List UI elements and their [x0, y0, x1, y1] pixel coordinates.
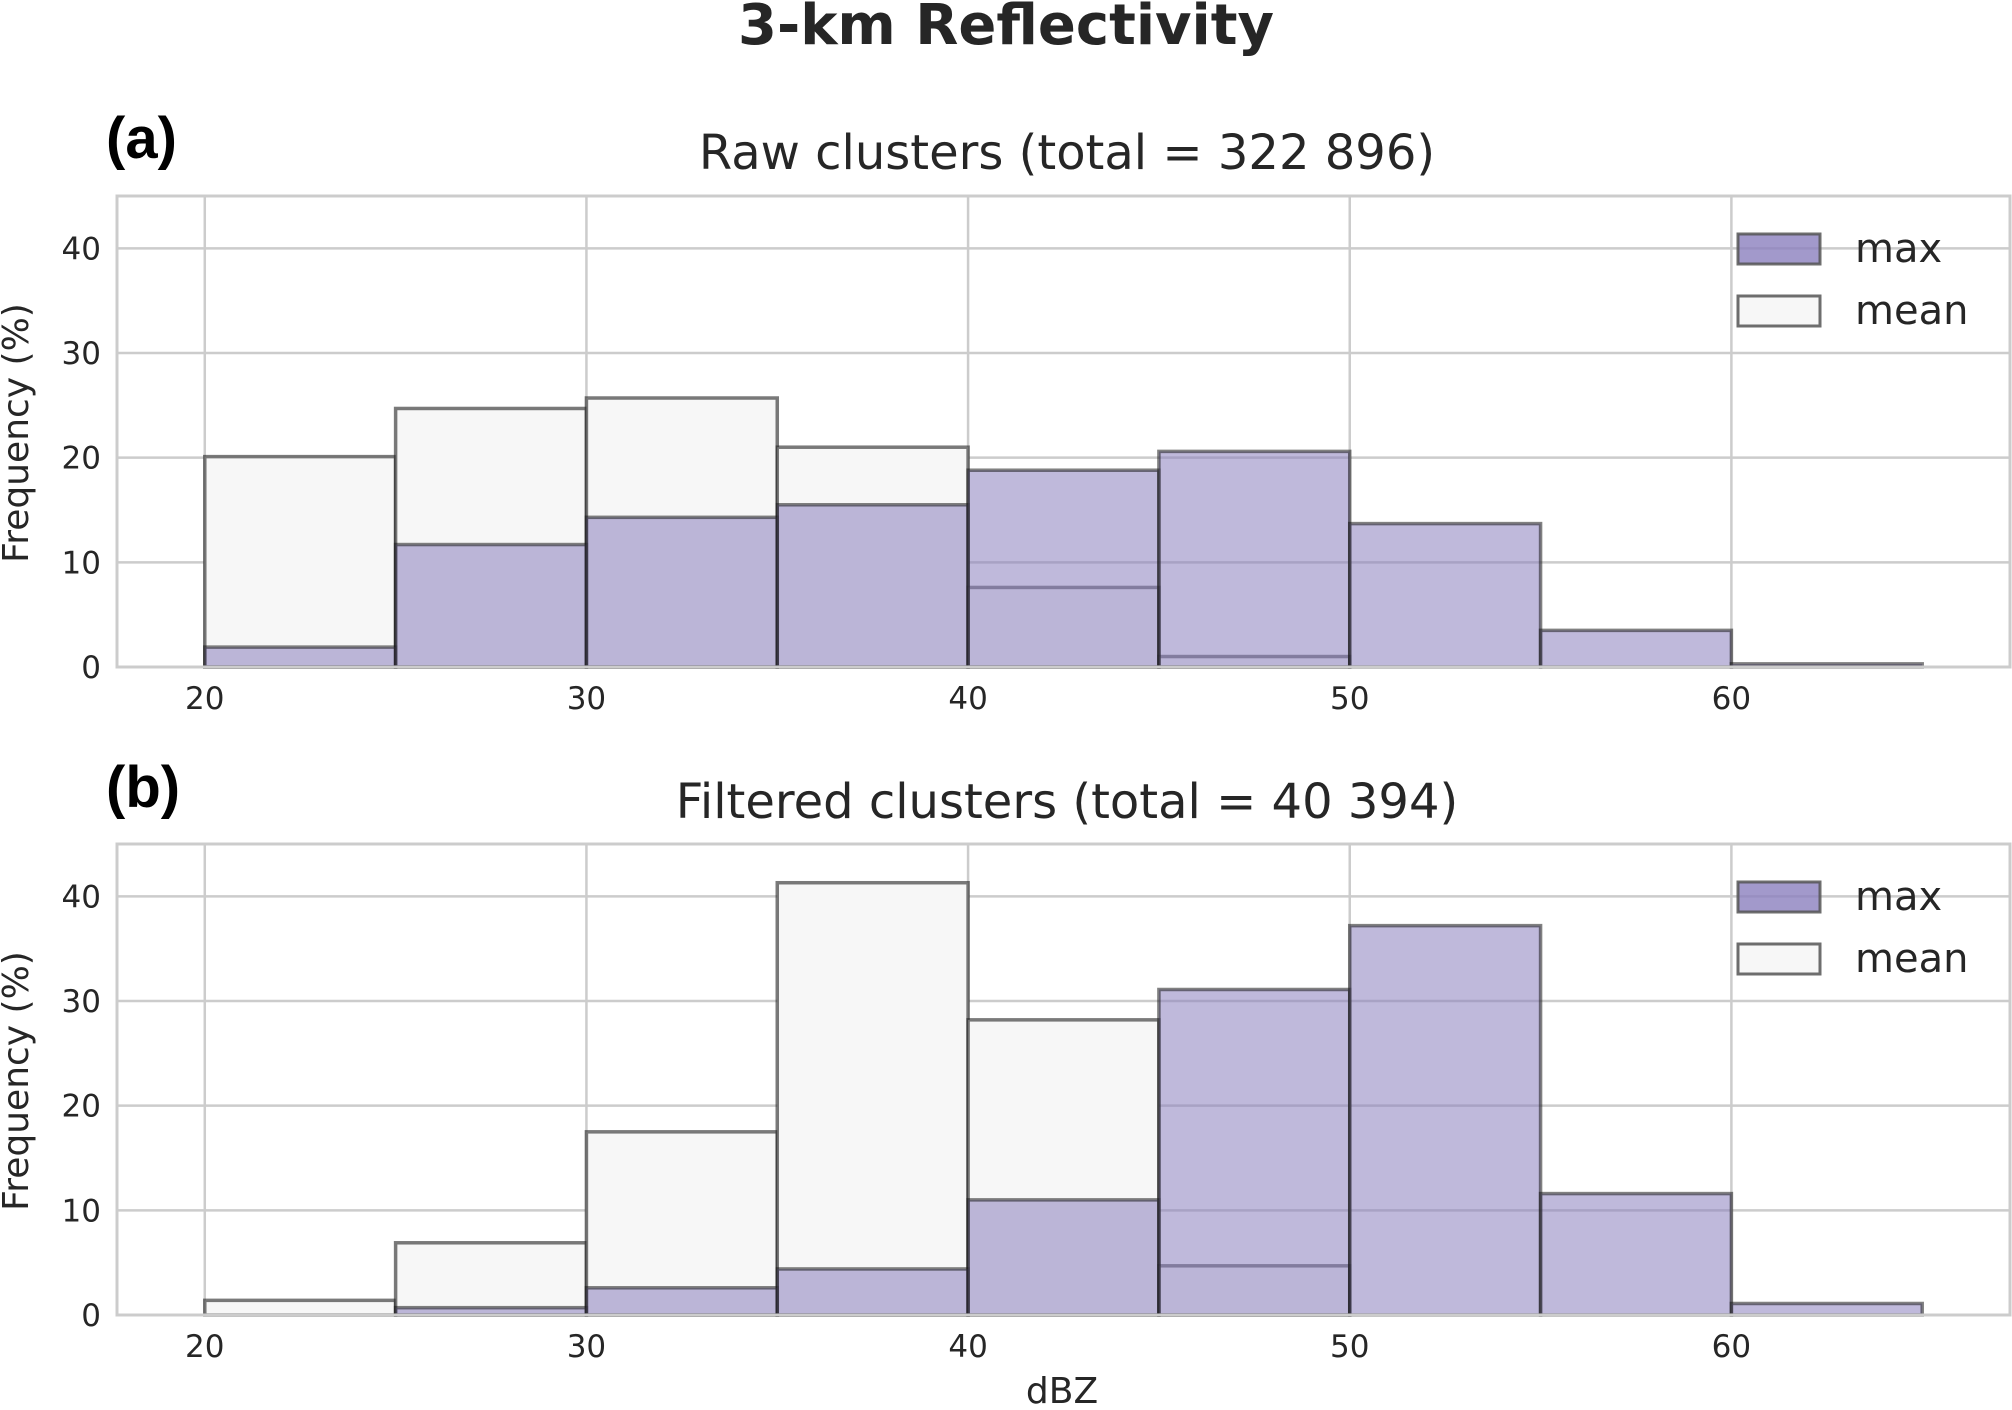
bars [203, 880, 1924, 1317]
panel-title: Filtered clusters (total = 40 394) [676, 774, 1458, 830]
x-tick-label: 20 [185, 681, 224, 717]
bar-max [966, 1198, 1161, 1317]
x-tick-label: 20 [185, 1329, 224, 1365]
bar-mean [775, 880, 970, 1317]
panel-label: (b) [106, 755, 180, 820]
bar-max [1347, 923, 1543, 1317]
panel-a: (a) Raw clusters (total = 322 896) 20 30 4… [0, 106, 2012, 717]
bar-max [966, 468, 1161, 669]
x-tick-label: 40 [948, 681, 987, 717]
bar-max [584, 515, 780, 669]
bar-max [1729, 1301, 1924, 1317]
panel-title: Raw clusters (total = 322 896) [699, 125, 1435, 181]
bar-max [775, 503, 970, 669]
legend-label-max: max [1855, 226, 1942, 272]
x-axis-label: dBZ [1026, 1371, 1098, 1410]
bar-max [1157, 449, 1352, 669]
bar-max [1538, 1191, 1734, 1317]
bar-max [1347, 521, 1543, 669]
bar-max [584, 1286, 780, 1317]
y-tick-label: 10 [62, 545, 101, 581]
figure-title: 3-km Reflectivity [738, 0, 1274, 58]
bar-max [203, 645, 398, 669]
x-tick-label: 50 [1330, 681, 1369, 717]
legend-swatch-mean [1736, 942, 1822, 976]
legend-label-mean: mean [1855, 936, 1968, 982]
legend: max mean [1736, 226, 1968, 334]
bar-max [1538, 628, 1734, 669]
legend-swatch-max [1736, 232, 1822, 266]
x-tick-label: 30 [567, 681, 606, 717]
x-tick-label: 60 [1712, 681, 1751, 717]
y-tick-label: 20 [62, 1089, 101, 1125]
legend-swatch-max [1736, 880, 1822, 914]
x-tick-label: 60 [1712, 1329, 1751, 1365]
y-axis-label: Frequency (%) [0, 303, 37, 563]
panel-label: (a) [106, 106, 177, 171]
y-tick-label: 40 [62, 879, 101, 915]
bar-max [1157, 987, 1352, 1317]
legend: max mean [1736, 874, 1968, 982]
y-tick-label: 0 [81, 1298, 101, 1334]
y-axis-label: Frequency (%) [0, 951, 37, 1211]
axes-frame [115, 842, 2012, 1317]
bar-mean [203, 1298, 398, 1317]
x-tick-label: 40 [948, 1329, 987, 1365]
y-tick-label: 20 [62, 441, 101, 477]
bar-mean [584, 1130, 780, 1317]
legend-label-mean: mean [1855, 288, 1968, 334]
bars [203, 396, 1924, 669]
x-tick-label: 50 [1330, 1329, 1369, 1365]
x-tick-label: 30 [567, 1329, 606, 1365]
y-tick-label: 40 [62, 231, 101, 267]
bar-mean [393, 1241, 589, 1317]
panel-b: (b) Filtered clusters (total = 40 394) 2… [0, 755, 2012, 1410]
legend-swatch-mean [1736, 294, 1822, 328]
legend-label-max: max [1855, 874, 1942, 920]
y-tick-label: 10 [62, 1193, 101, 1229]
y-tick-label: 0 [81, 650, 101, 686]
bar-max [393, 542, 589, 669]
y-tick-label: 30 [62, 336, 101, 372]
axes-frame [115, 194, 2012, 669]
bar-mean [203, 454, 398, 669]
bar-max [775, 1267, 970, 1317]
y-tick-label: 30 [62, 984, 101, 1020]
